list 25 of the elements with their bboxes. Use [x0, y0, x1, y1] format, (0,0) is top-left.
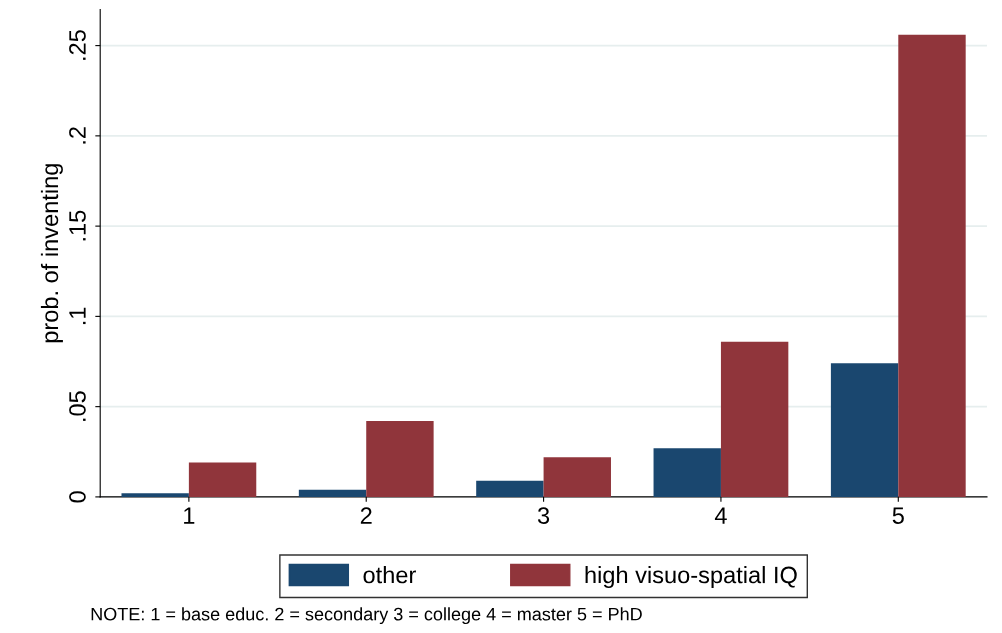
bar: [830, 363, 899, 497]
legend-label: high visuo-spatial IQ: [585, 566, 797, 589]
bar: [653, 448, 721, 497]
bar: [720, 341, 789, 497]
y-tick-label: 0: [69, 491, 86, 503]
y-tick-label: .05: [69, 391, 86, 421]
x-tick-label: 5: [892, 507, 904, 524]
bar: [543, 457, 611, 497]
x-tick-label: 4: [714, 507, 727, 524]
bar: [366, 421, 434, 497]
text: NOTE: 1 = base educ. 2 = secondary 3 = college 4 = master 5 = PhD: [91, 607, 642, 625]
bar: [898, 34, 966, 497]
bar: [476, 480, 544, 497]
legend-label: other: [363, 566, 416, 584]
y-tick-label: .15: [69, 210, 86, 241]
y-axis-title: prob. of inventing: [40, 164, 63, 343]
x-tick-label: 1: [184, 507, 195, 524]
bar: [298, 489, 367, 497]
y-tick-label: .1: [69, 307, 86, 325]
y-tick-label: .2: [69, 127, 86, 144]
x-tick-label: 2: [360, 507, 372, 524]
bar: [121, 493, 189, 497]
bar: [188, 462, 257, 497]
x-tick-label: 3: [537, 507, 550, 524]
y-tick-label: .25: [69, 30, 86, 60]
